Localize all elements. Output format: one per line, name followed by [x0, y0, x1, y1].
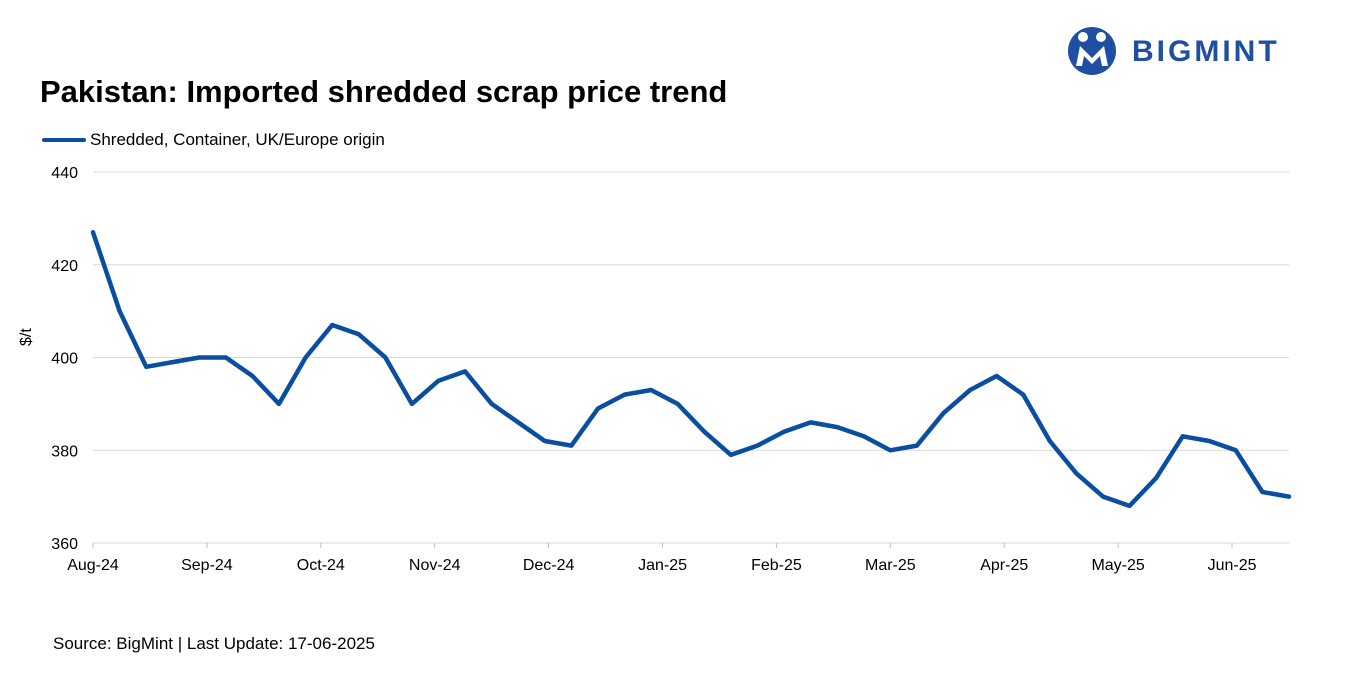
data-point: [569, 443, 573, 447]
y-tick-label: 440: [51, 165, 78, 182]
data-point: [543, 439, 547, 443]
data-point: [702, 430, 706, 434]
x-tick-label: Apr-25: [980, 557, 1028, 574]
data-point: [1048, 439, 1052, 443]
data-point: [489, 402, 493, 406]
data-point: [303, 355, 307, 359]
data-point: [676, 402, 680, 406]
x-tick-label: Oct-24: [297, 557, 345, 574]
data-point: [1127, 504, 1131, 508]
data-point: [171, 360, 175, 364]
data-point: [224, 355, 228, 359]
chart-title: Pakistan: Imported shredded scrap price …: [40, 74, 728, 109]
data-point: [1154, 476, 1158, 480]
data-point: [383, 355, 387, 359]
y-tick-label: 420: [51, 258, 78, 275]
data-point: [1234, 448, 1238, 452]
data-point: [1074, 471, 1078, 475]
x-tick-label: Aug-24: [67, 557, 119, 574]
data-point: [1101, 494, 1105, 498]
data-point: [941, 411, 945, 415]
data-point: [91, 230, 95, 234]
data-point: [330, 323, 334, 327]
data-point: [729, 453, 733, 457]
data-point: [755, 443, 759, 447]
x-tick-label: Nov-24: [409, 557, 461, 574]
x-tick-label: Dec-24: [523, 557, 575, 574]
y-tick-label: 380: [51, 443, 78, 460]
data-point: [1021, 392, 1025, 396]
data-point: [1287, 494, 1291, 498]
data-point: [197, 355, 201, 359]
x-tick-label: May-25: [1091, 557, 1144, 574]
chart-legend: Shredded, Container, UK/Europe origin: [42, 128, 385, 152]
data-point: [915, 443, 919, 447]
x-tick-label: Jun-25: [1208, 557, 1257, 574]
data-point: [622, 392, 626, 396]
data-point: [277, 402, 281, 406]
legend-label: Shredded, Container, UK/Europe origin: [90, 130, 385, 149]
bigmint-logo-icon: [1068, 27, 1116, 75]
x-tick-label: Sep-24: [181, 557, 233, 574]
x-tick-label: Mar-25: [865, 557, 916, 574]
y-tick-label: 360: [51, 536, 78, 553]
data-point: [596, 406, 600, 410]
data-point: [782, 430, 786, 434]
data-point: [516, 420, 520, 424]
data-point: [357, 332, 361, 336]
data-point: [968, 388, 972, 392]
data-point: [463, 369, 467, 373]
x-tick-label: Feb-25: [751, 557, 802, 574]
data-point: [835, 425, 839, 429]
data-point: [808, 420, 812, 424]
y-tick-label: 400: [51, 351, 78, 368]
source-note: Source: BigMint | Last Update: 17-06-202…: [53, 634, 375, 653]
brand-logo-text: BIGMINT: [1132, 35, 1280, 68]
data-point: [144, 365, 148, 369]
data-point: [862, 434, 866, 438]
data-point: [410, 402, 414, 406]
data-point: [1180, 434, 1184, 438]
data-point: [250, 374, 254, 378]
data-point: [1207, 439, 1211, 443]
legend-swatch: [42, 138, 86, 142]
y-axis-label: $/t: [18, 328, 35, 346]
data-point: [117, 309, 121, 313]
data-point: [436, 378, 440, 382]
series-line: [90, 230, 1292, 509]
x-tick-label: Jan-25: [638, 557, 687, 574]
data-point: [1260, 490, 1264, 494]
data-point: [649, 388, 653, 392]
data-point: [994, 374, 998, 378]
data-point: [888, 448, 892, 452]
